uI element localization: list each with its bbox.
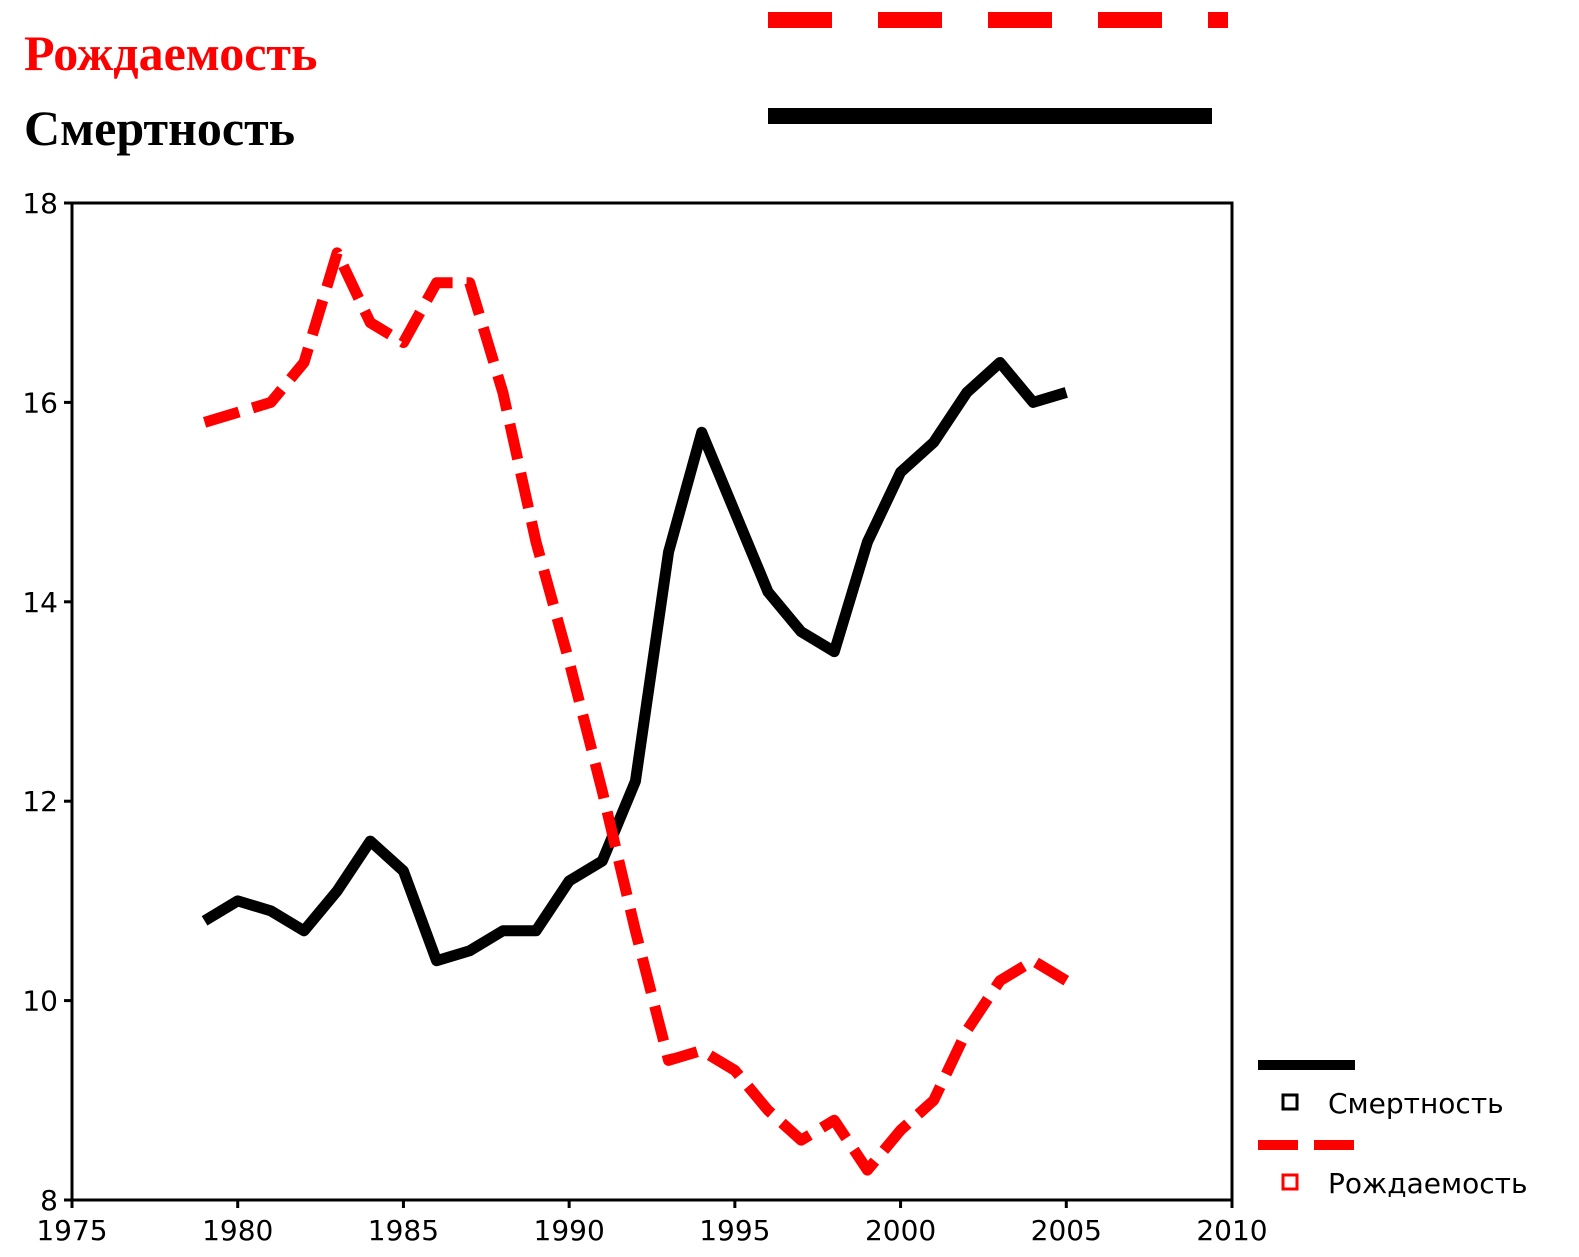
- x-tick-label: 1985: [368, 1214, 439, 1247]
- plot-frame: [70, 201, 1234, 1202]
- x-tick-label: 1995: [699, 1214, 770, 1247]
- x-tick-label: 2005: [1031, 1214, 1102, 1247]
- series-line: [201, 357, 1068, 967]
- legend-box: [1281, 1093, 1299, 1111]
- x-tick-label: 2000: [865, 1214, 936, 1247]
- x-tick-label: 1980: [202, 1214, 273, 1247]
- y-tick-label: 8: [40, 1184, 58, 1217]
- legend-label: Рождаемость: [1328, 1167, 1527, 1200]
- legend-label: Смертность: [1328, 1087, 1504, 1120]
- y-tick-label: 18: [22, 187, 58, 220]
- top-legend-death: Смертность: [24, 100, 295, 156]
- y-tick-label: 12: [22, 785, 58, 818]
- y-tick-label: 16: [22, 386, 58, 419]
- x-tick-label: 2010: [1196, 1214, 1267, 1247]
- series-line: [202, 247, 1070, 1176]
- x-tick-label: 1975: [36, 1214, 107, 1247]
- top-legend-birth: Рождаемость: [24, 25, 317, 81]
- y-tick-label: 10: [22, 985, 58, 1018]
- y-tick-label: 14: [22, 586, 58, 619]
- legend-box: [1281, 1173, 1299, 1191]
- x-tick-label: 1990: [534, 1214, 605, 1247]
